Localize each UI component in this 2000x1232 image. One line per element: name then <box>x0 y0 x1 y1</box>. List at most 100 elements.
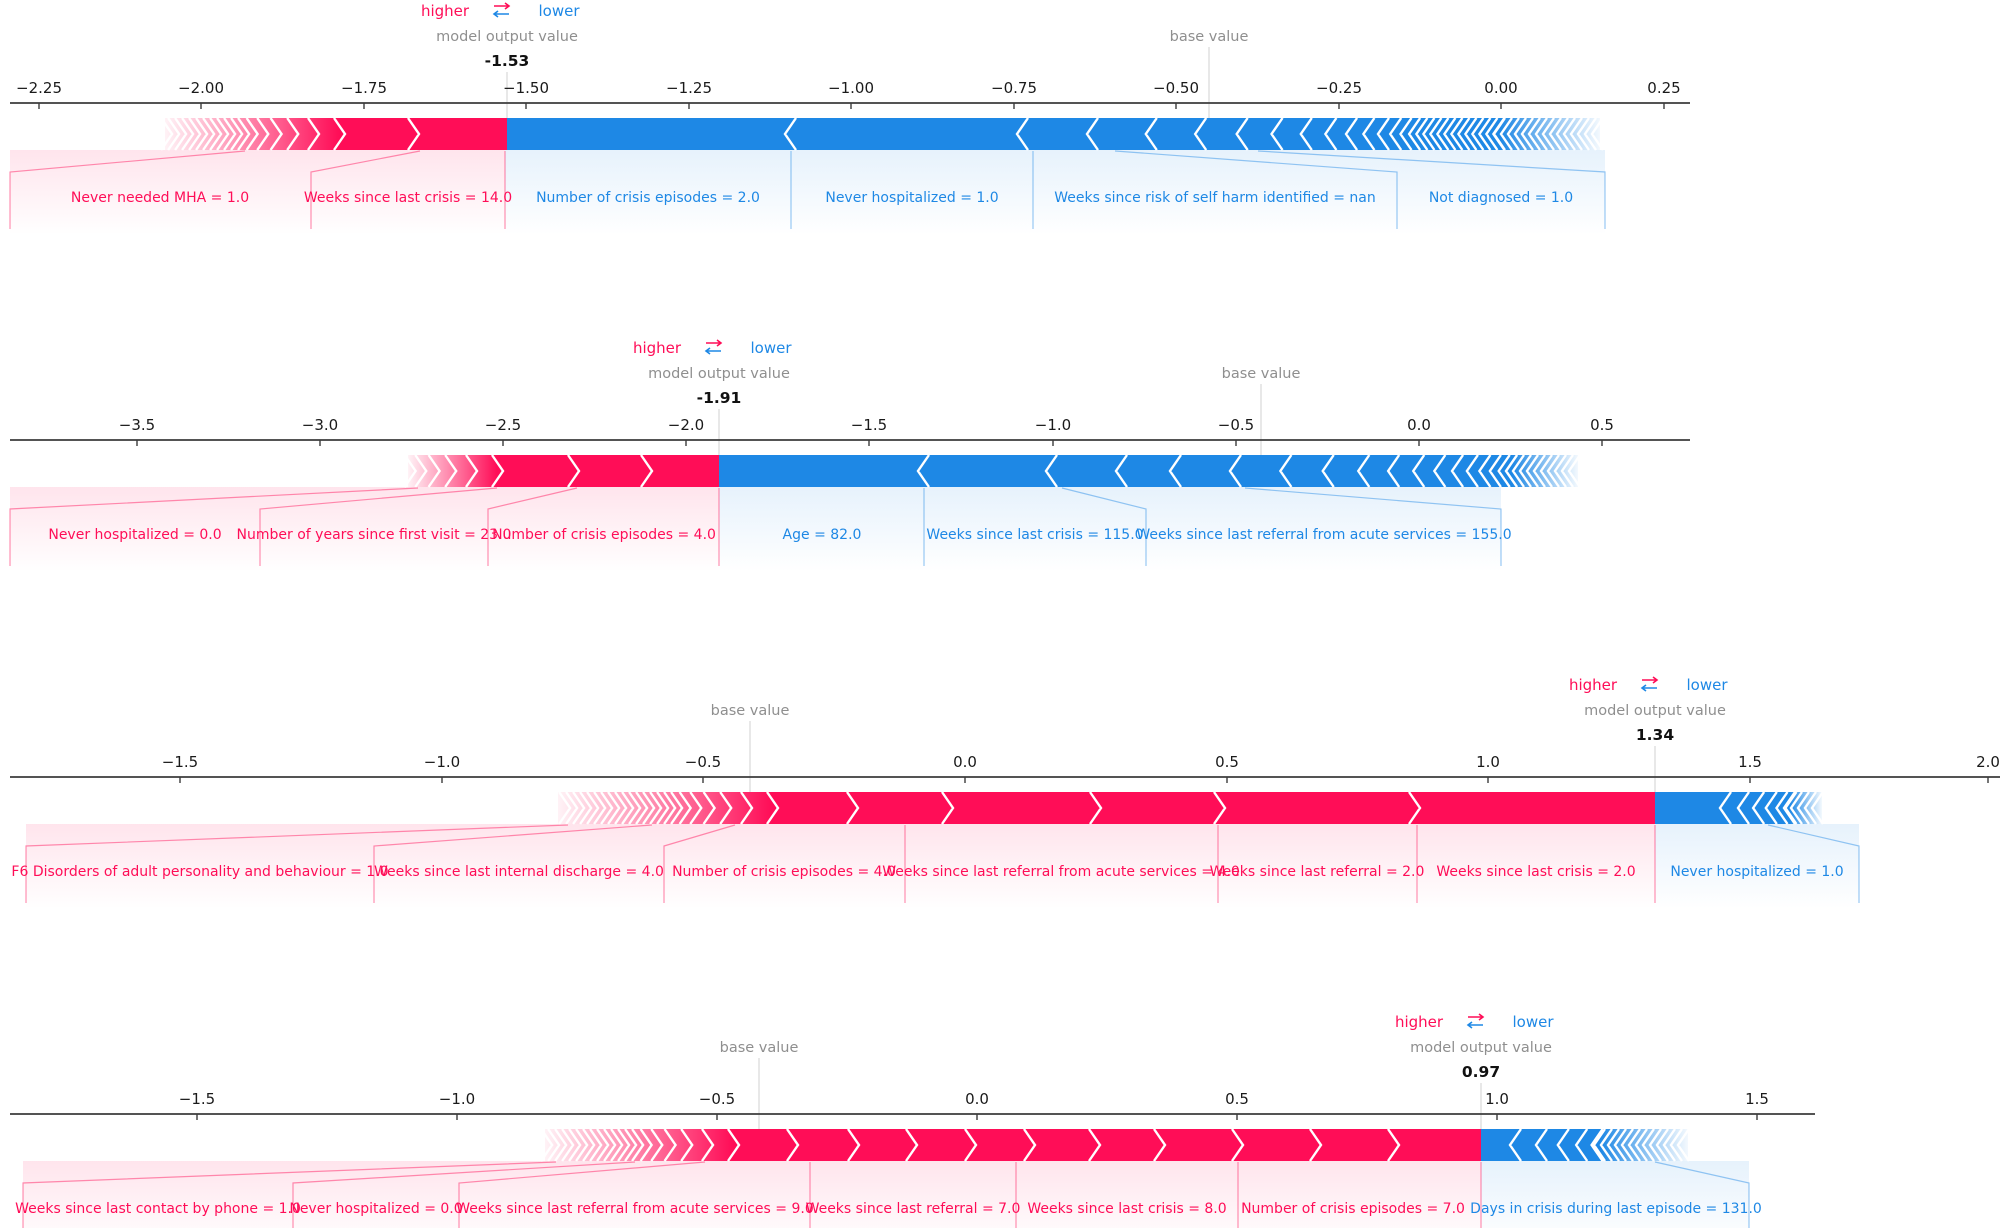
feature-label[interactable]: Not diagnosed = 1.0 <box>1429 190 1573 206</box>
axis-tick-label: 2.0 <box>1976 753 2000 771</box>
arrow-left-icon <box>1640 684 1657 692</box>
axis-tick-label: −1.00 <box>828 79 874 97</box>
feature-label[interactable]: Weeks since last referral from acute ser… <box>882 864 1239 880</box>
axis-tick-label: 0.0 <box>1407 416 1431 434</box>
feature-label[interactable]: Number of crisis episodes = 7.0 <box>1241 1201 1465 1217</box>
axis-tick-label: −1.5 <box>162 753 198 771</box>
base-value-label: base value <box>1170 29 1249 45</box>
lower-label: lower <box>750 339 792 357</box>
base-value-label: base value <box>1222 366 1301 382</box>
model-output-label: model output value <box>436 29 578 45</box>
model-output-label: model output value <box>1584 703 1726 719</box>
feature-label[interactable]: Weeks since last crisis = 14.0 <box>304 190 512 206</box>
feature-label[interactable]: Number of crisis episodes = 4.0 <box>492 527 716 543</box>
label-connector-line <box>9 150 246 229</box>
positive-label-area <box>10 487 719 572</box>
axis-tick-label: −0.5 <box>685 753 721 771</box>
feature-label[interactable]: Never hospitalized = 0.0 <box>289 1201 462 1217</box>
axis-tick-label: −2.5 <box>485 416 521 434</box>
axis-tick-label: 1.0 <box>1476 753 1500 771</box>
axis-tick-label: −1.0 <box>1035 416 1071 434</box>
axis-tick-label: −0.75 <box>991 79 1037 97</box>
axis-tick-label: 0.5 <box>1225 1090 1249 1108</box>
negative-label-area <box>719 487 1501 572</box>
feature-label[interactable]: F6 Disorders of adult personality and be… <box>11 864 388 880</box>
negative-chevron-dividers <box>1718 791 1824 825</box>
axis-tick-label: 1.5 <box>1738 753 1762 771</box>
axis-tick-label: 1.0 <box>1485 1090 1509 1108</box>
positive-chevron-dividers <box>540 1128 1401 1162</box>
positive-chevron-dividers <box>558 791 1422 825</box>
axis-tick-label: −2.0 <box>668 416 704 434</box>
feature-label[interactable]: Weeks since last referral from acute ser… <box>456 1201 813 1217</box>
label-connector-line <box>1244 487 1502 566</box>
higher-label: higher <box>1395 1013 1444 1031</box>
label-connector-line <box>1257 150 1606 229</box>
label-connector-line <box>22 1161 557 1232</box>
axis-tick-label: −2.00 <box>178 79 224 97</box>
feature-label[interactable]: Days in crisis during last episode = 131… <box>1470 1201 1762 1217</box>
feature-label[interactable]: Weeks since last referral = 7.0 <box>806 1201 1021 1217</box>
axis-tick-label: 1.5 <box>1745 1090 1769 1108</box>
negative-label-area <box>1481 1161 1749 1232</box>
label-connector-line <box>458 1161 706 1232</box>
positive-force-bar[interactable] <box>408 455 719 487</box>
axis-tick-label: 0.5 <box>1215 753 1239 771</box>
feature-label[interactable]: Never hospitalized = 1.0 <box>1670 864 1843 880</box>
feature-label[interactable]: Number of crisis episodes = 2.0 <box>536 190 760 206</box>
positive-label-area <box>10 150 505 235</box>
axis-tick-label: 0.0 <box>953 753 977 771</box>
feature-label[interactable]: Weeks since last contact by phone = 1.0 <box>15 1201 301 1217</box>
label-connector-line <box>373 824 653 903</box>
label-connector-line <box>1767 824 1860 903</box>
positive-force-bar[interactable] <box>558 792 1655 824</box>
positive-force-bar[interactable] <box>545 1129 1481 1161</box>
axis-tick-label: −2.25 <box>16 79 62 97</box>
axis-tick-label: −0.5 <box>699 1090 735 1108</box>
feature-label[interactable]: Weeks since last crisis = 8.0 <box>1027 1201 1226 1217</box>
base-value-label: base value <box>720 1040 799 1056</box>
arrow-left-icon <box>1466 1021 1483 1029</box>
negative-chevron-dividers <box>916 454 1581 488</box>
label-connector-line <box>663 824 736 903</box>
feature-label[interactable]: Age = 82.0 <box>783 527 862 543</box>
model-output-value: -1.53 <box>485 52 530 70</box>
arrow-right-icon <box>1468 1013 1485 1021</box>
axis-tick-label: −1.0 <box>439 1090 475 1108</box>
feature-label[interactable]: Weeks since last referral = 2.0 <box>1210 864 1425 880</box>
positive-label-area <box>23 1161 1481 1232</box>
positive-label-area <box>26 824 1655 909</box>
negative-force-bar[interactable] <box>719 455 1578 487</box>
feature-label[interactable]: Weeks since last crisis = 2.0 <box>1436 864 1635 880</box>
axis-tick-label: −1.0 <box>424 753 460 771</box>
feature-label[interactable]: Weeks since risk of self harm identified… <box>1054 190 1376 206</box>
feature-label[interactable]: Number of crisis episodes = 4.0 <box>672 864 896 880</box>
arrow-right-icon <box>1642 676 1659 684</box>
feature-label[interactable]: Never needed MHA = 1.0 <box>71 190 249 206</box>
label-connector-line <box>310 150 421 229</box>
axis-tick-label: −0.5 <box>1218 416 1254 434</box>
force-plot-2: higher lower model output value -1.91 base v… <box>9 339 1690 572</box>
arrow-left-icon <box>492 10 509 18</box>
feature-label[interactable]: Weeks since last crisis = 115.0 <box>926 527 1143 543</box>
force-plot-3: higher lower model output value 1.34 base va… <box>10 676 2000 909</box>
model-output-label: model output value <box>648 366 790 382</box>
feature-label[interactable]: Number of years since first visit = 23.0 <box>237 527 512 543</box>
label-connector-line <box>1061 487 1147 566</box>
label-connector-line <box>1114 150 1398 229</box>
axis-tick-label: −0.50 <box>1153 79 1199 97</box>
feature-label[interactable]: Never hospitalized = 1.0 <box>825 190 998 206</box>
axis-tick-label: 0.0 <box>965 1090 989 1108</box>
arrow-right-icon <box>494 2 511 10</box>
model-output-value: 0.97 <box>1462 1063 1500 1081</box>
negative-chevron-dividers <box>783 117 1604 151</box>
feature-label[interactable]: Weeks since last referral from acute ser… <box>1136 527 1511 543</box>
axis-tick-label: −3.0 <box>302 416 338 434</box>
positive-chevron-dividers <box>160 117 421 151</box>
feature-label[interactable]: Never hospitalized = 0.0 <box>48 527 221 543</box>
feature-label[interactable]: Weeks since last internal discharge = 4.… <box>374 864 664 880</box>
force-plot-4: higher lower model output value 0.97 base va… <box>10 1013 1815 1232</box>
axis-tick-label: −3.5 <box>119 416 155 434</box>
